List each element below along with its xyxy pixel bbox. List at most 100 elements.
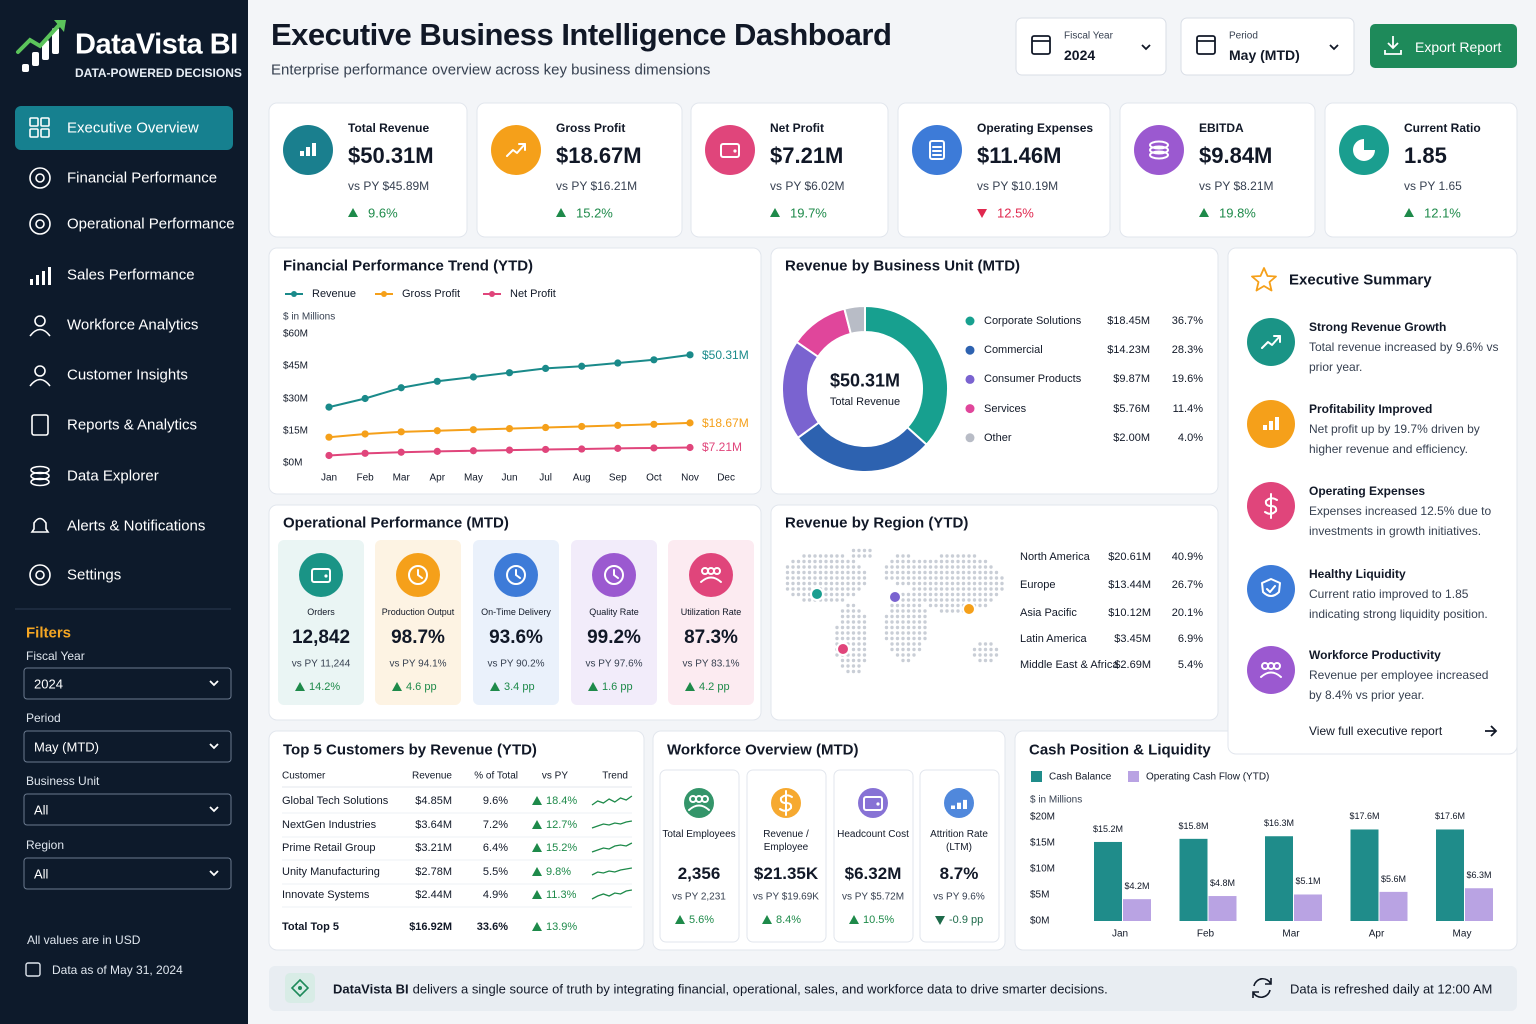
up-arrow [532,867,542,876]
map-dot [846,669,850,674]
region-name: Europe [1020,579,1056,591]
map-dot [945,592,949,597]
filter-select[interactable] [23,793,232,826]
customer-share: 4.9% [482,889,508,901]
filter-select[interactable] [23,667,232,700]
map-dot [923,598,927,602]
map-dot [923,570,927,575]
export-button[interactable] [1370,24,1517,68]
map-dot [901,658,905,663]
kpi-previous: vs PY $6.02M [770,179,845,193]
up-arrow [1199,208,1209,217]
nav-item[interactable]: Customer Insights [67,366,188,384]
filter-value[interactable]: May (MTD) [34,739,99,754]
nav-item[interactable]: Alerts & Notifications [67,517,206,535]
table-header: Trend [602,770,628,782]
map-dot [835,625,839,630]
map-dot [917,576,922,580]
map-dot [901,631,905,635]
map-dot [928,587,933,591]
link-arrow[interactable] [1485,725,1498,737]
selector-value[interactable]: 2024 [1064,47,1096,63]
nav-item[interactable]: Sales Performance [67,266,195,284]
map-dot [835,559,839,564]
nav-icon [30,465,50,475]
map-dot [901,570,905,575]
data-point [325,403,333,411]
map-dot [950,609,955,613]
export-label[interactable]: Export Report [1415,39,1502,55]
metric-label: Attrition Rate (LTM) [930,829,988,853]
map-dot [857,636,861,641]
map-dot [851,548,856,553]
sparkline [591,842,633,853]
nav-item[interactable]: Operational Performance [67,215,235,233]
map-dot [862,653,867,657]
map-dot [928,581,933,586]
map-dot [824,592,828,597]
up-arrow [762,915,772,924]
map-dot [928,598,933,602]
filter-value[interactable]: All [34,866,49,881]
map-dot [906,603,911,608]
map-dot [939,554,944,558]
nav-item[interactable]: Reports & Analytics [67,416,198,434]
x-tick-label: Mar [1282,928,1300,940]
metric-value: $21.35K [753,864,819,883]
x-tick-label: Jan [1111,928,1129,940]
map-dot [895,647,900,652]
metric-label: Orders [307,607,335,617]
map-marker [810,587,824,601]
filter-select[interactable] [23,857,232,890]
map-dot [906,653,911,657]
map-dot [802,570,806,575]
map-dot [1000,587,1004,591]
nav-icon [29,564,51,586]
selector-label[interactable]: Period [1229,30,1258,42]
filter-value[interactable]: 2024 [34,676,63,691]
data-point [650,420,658,428]
metric-label: Revenue / Employee [763,829,809,853]
map-dot [851,658,856,663]
metric-card [746,769,827,943]
map-dot [978,647,982,652]
nav-item[interactable]: Financial Performance [67,169,218,187]
region-share: 6.9% [1177,633,1203,645]
nav-item[interactable]: Workforce Analytics [67,316,199,334]
kpi-label: Gross Profit [556,121,626,135]
map-dot [950,603,955,608]
bar [1350,829,1379,921]
map-dot [895,609,900,613]
filter-value[interactable]: All [34,802,49,817]
nav-icon [29,328,51,337]
nav-icon [35,173,45,183]
kpi-previous: vs PY $10.19M [977,179,1059,193]
x-tick-label: May [1452,928,1472,940]
y-tick-label: $10M [1030,863,1056,875]
map-dot [802,554,806,558]
map-dot [989,587,993,591]
filter-select[interactable] [23,730,232,763]
selector[interactable] [1180,17,1355,76]
selector-value[interactable]: May (MTD) [1229,47,1300,63]
unit-label: $ in Millions [1030,794,1083,806]
map-dot [835,631,839,635]
legend-amount: $2.00M [1113,431,1150,444]
map-dot [846,587,850,591]
map-dot [994,647,999,652]
selector[interactable] [1015,17,1167,76]
map-dot [912,625,916,630]
map-dot [983,598,988,602]
x-tick-label: Apr [1368,928,1385,940]
selector-label[interactable]: Fiscal Year [1064,30,1113,42]
map-dot [890,614,894,619]
map-dot [978,592,982,597]
metric-label: Utilization Rate [680,607,742,617]
map-dot [928,570,933,575]
nav-item[interactable]: Executive Overview [67,119,199,137]
nav-item[interactable]: Settings [67,566,122,584]
summary-link[interactable]: View full executive report [1309,724,1443,738]
map-dot [851,614,856,619]
nav-item[interactable]: Data Explorer [67,467,159,485]
